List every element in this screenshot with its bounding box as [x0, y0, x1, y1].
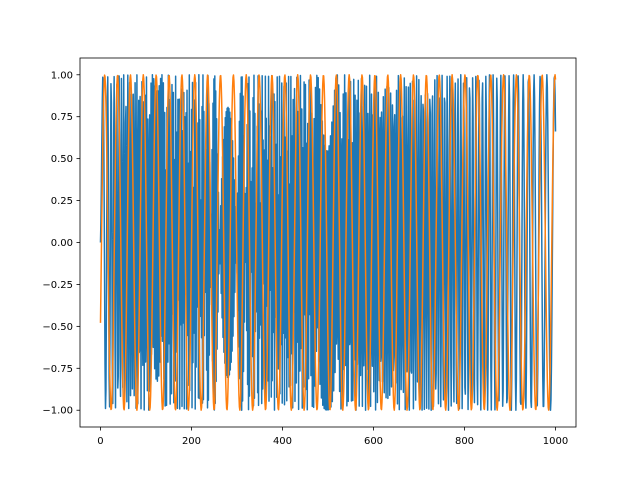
x-tick-label: 1000	[543, 436, 568, 447]
x-tick-label: 800	[455, 436, 474, 447]
y-tick-label: −0.50	[42, 322, 73, 333]
y-tick-label: 0.75	[51, 112, 73, 123]
y-tick-label: −0.75	[42, 364, 73, 375]
y-tick-label: 0.50	[51, 154, 73, 165]
series-layer	[99, 74, 557, 411]
x-tick-label: 400	[273, 436, 292, 447]
axes-layer: 0 200 400 600 800 1000 −1.00 −0.75 −0.50 −0.25 0.0…	[42, 57, 577, 447]
y-tick-label: −0.25	[42, 280, 73, 291]
y-tick-label: −1.00	[42, 406, 73, 417]
y-tick-label: 1.00	[51, 70, 73, 81]
y-tick-label: 0.25	[51, 196, 73, 207]
x-tick-label: 600	[364, 436, 383, 447]
x-tick-label: 200	[182, 436, 201, 447]
x-tick-label: 0	[97, 436, 103, 447]
series-line-2	[99, 74, 557, 411]
y-tick-label: 0.00	[51, 238, 73, 249]
